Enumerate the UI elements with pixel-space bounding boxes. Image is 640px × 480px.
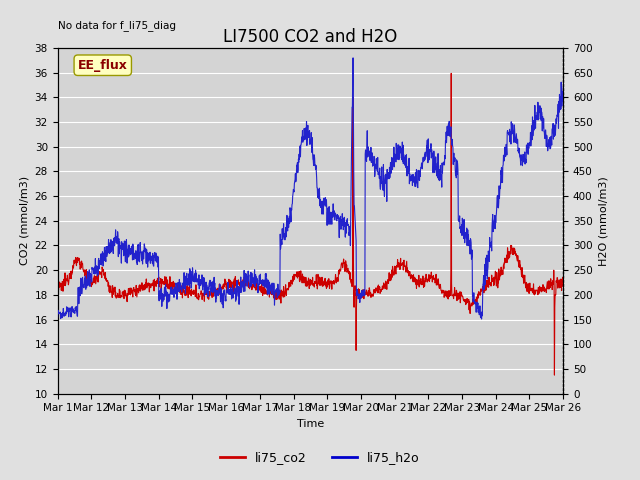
Title: LI7500 CO2 and H2O: LI7500 CO2 and H2O xyxy=(223,28,397,47)
Y-axis label: CO2 (mmol/m3): CO2 (mmol/m3) xyxy=(19,176,29,265)
X-axis label: Time: Time xyxy=(297,419,324,429)
Y-axis label: H2O (mmol/m3): H2O (mmol/m3) xyxy=(598,176,608,265)
Text: No data for f_li75_diag: No data for f_li75_diag xyxy=(58,20,175,31)
Text: EE_flux: EE_flux xyxy=(78,59,128,72)
Legend: li75_co2, li75_h2o: li75_co2, li75_h2o xyxy=(215,446,425,469)
